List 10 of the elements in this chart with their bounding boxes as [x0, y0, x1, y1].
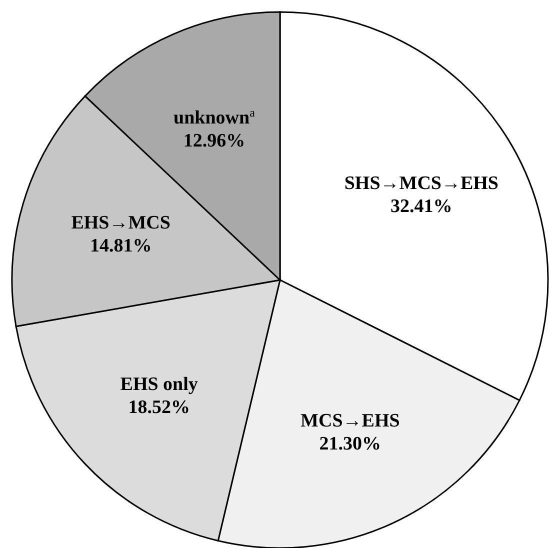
- data-label: 12.96%: [183, 130, 246, 152]
- slice-label: MCS→EHS: [300, 410, 400, 432]
- data-label: 21.30%: [319, 434, 382, 455]
- slice-label: SHS→MCS→EHS: [344, 172, 499, 194]
- data-label: 18.52%: [128, 396, 190, 418]
- slice-label: EHS only: [120, 374, 198, 395]
- data-label: 14.81%: [90, 235, 152, 256]
- slice-label: unknown$^{a}$: [174, 105, 256, 128]
- slice-label: EHS→MCS: [71, 212, 170, 234]
- data-label: 32.41%: [390, 196, 452, 217]
